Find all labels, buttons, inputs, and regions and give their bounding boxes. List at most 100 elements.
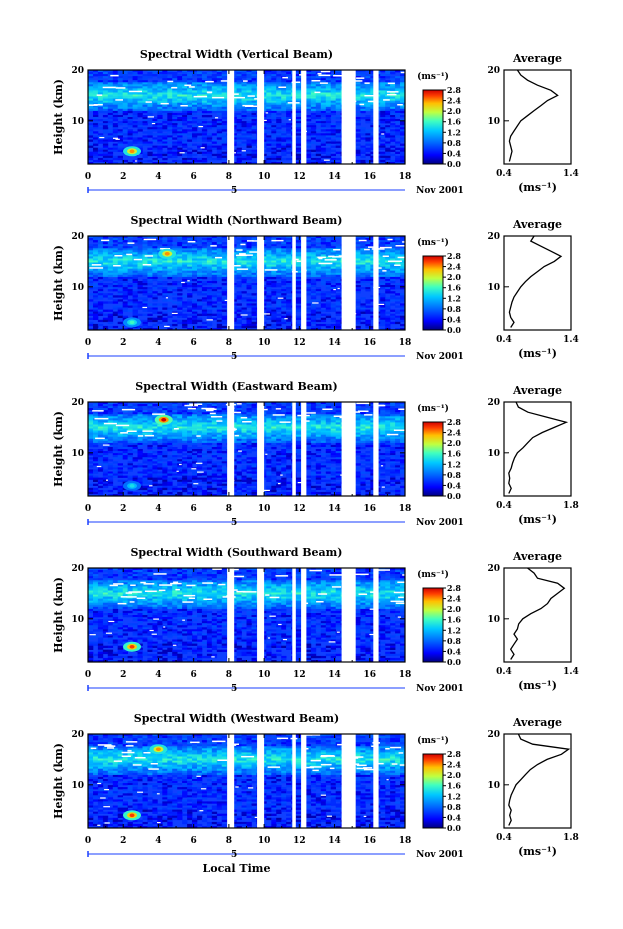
heatmap-cell — [172, 123, 178, 126]
heatmap-cell — [137, 325, 143, 329]
heatmap-cell — [132, 293, 138, 296]
heatmap-cell — [127, 254, 133, 257]
heatmap-cell — [241, 242, 247, 245]
heatmap-cell — [201, 127, 208, 130]
heatmap-cell — [197, 98, 203, 101]
heatmap-cell — [296, 283, 302, 286]
heatmap-cell — [102, 125, 109, 128]
heatmap-cell — [370, 287, 376, 290]
heatmap-cell — [325, 135, 332, 138]
heatmap-cell — [221, 270, 227, 273]
heatmap-cell — [310, 96, 317, 99]
heatmap-cell — [216, 135, 223, 138]
heatmap-cell — [112, 145, 119, 148]
heatmap-cell — [315, 287, 322, 290]
heatmap-cell — [355, 112, 361, 116]
heatmap-cell — [142, 141, 148, 144]
heatmap-cell — [122, 236, 128, 239]
missing-data-speckle — [187, 241, 196, 243]
heatmap-cell — [385, 115, 391, 118]
heatmap-cell — [395, 250, 401, 253]
missing-data-speckle — [184, 84, 192, 87]
heatmap-cell — [315, 289, 322, 292]
heatmap-cell — [241, 250, 247, 253]
heatmap-cell — [107, 80, 114, 83]
heatmap-cell — [400, 82, 406, 85]
heatmap-cell — [107, 72, 114, 75]
heatmap-cell — [400, 328, 406, 331]
heatmap-cell — [177, 100, 183, 103]
heatmap-cell — [97, 137, 104, 140]
heatmap-cell — [137, 270, 143, 273]
heatmap-cell — [305, 92, 312, 95]
heatmap-cell — [93, 139, 99, 142]
heatmap-cell — [355, 307, 361, 310]
x-tick-label: 8 — [226, 172, 232, 182]
heatmap-cell — [286, 305, 292, 308]
heatmap-cell — [365, 325, 371, 329]
heatmap-cell — [211, 252, 218, 255]
heatmap-cell — [271, 256, 277, 259]
heatmap-cell — [93, 283, 99, 286]
heatmap-cell — [172, 119, 178, 122]
heatmap-cell — [360, 238, 366, 241]
heatmap-cell — [137, 123, 143, 126]
heatmap-cell — [182, 313, 188, 316]
heatmap-cell — [320, 323, 327, 327]
heatmap-cell — [127, 305, 133, 308]
heatmap-cell — [97, 141, 104, 144]
heatmap-cell — [93, 260, 99, 263]
heatmap-cell — [137, 305, 143, 308]
heatmap-cell — [370, 295, 376, 298]
heatmap-cell — [127, 264, 133, 267]
heatmap-cell — [201, 258, 208, 261]
heatmap-cell — [320, 143, 327, 146]
heatmap-cell — [167, 119, 173, 122]
heatmap-cell — [107, 84, 114, 87]
heatmap-cell — [276, 238, 282, 241]
missing-data-speckle — [318, 257, 323, 260]
heatmap-cell — [221, 106, 227, 110]
hotspot-core — [164, 251, 170, 256]
heatmap-cell — [172, 287, 178, 290]
heatmap-cell — [370, 250, 376, 253]
heatmap-cell — [390, 287, 396, 290]
heatmap-cell — [320, 254, 327, 257]
heatmap-cell — [93, 147, 99, 150]
heatmap-cell — [201, 88, 208, 91]
heatmap-cell — [395, 92, 401, 95]
heatmap-cell — [152, 295, 158, 298]
missing-data-speckle — [231, 96, 245, 99]
missing-data-speckle — [241, 150, 246, 152]
heatmap-cell — [365, 92, 371, 95]
heatmap-cell — [216, 98, 223, 101]
heatmap-cell — [305, 242, 312, 245]
heatmap-cell — [122, 266, 128, 269]
heatmap-cell — [395, 311, 401, 314]
heatmap-cell — [296, 139, 302, 142]
heatmap-cell — [390, 258, 396, 261]
heatmap-cell — [380, 153, 386, 157]
heatmap-cell — [330, 98, 336, 101]
heatmap-cell — [246, 86, 252, 89]
heatmap-cell — [132, 70, 138, 73]
heatmap-cell — [360, 80, 366, 83]
heatmap-cell — [251, 252, 257, 255]
heatmap-cell — [241, 307, 247, 310]
heatmap-cell — [395, 283, 401, 286]
heatmap-cell — [197, 90, 203, 93]
heatmap-cell — [187, 129, 193, 132]
heatmap-cell — [147, 135, 153, 138]
heatmap-cell — [390, 94, 396, 97]
heatmap-cell — [192, 129, 198, 132]
heatmap-cell — [187, 155, 193, 159]
heatmap-cell — [162, 78, 168, 81]
heatmap-cell — [93, 123, 99, 126]
heatmap-cell — [137, 108, 143, 112]
heatmap-cell — [276, 250, 282, 253]
heatmap-cell — [296, 92, 302, 95]
heatmap-cell — [251, 88, 257, 91]
heatmap-cell — [132, 112, 138, 116]
heatmap-cell — [132, 276, 138, 280]
heatmap-cell — [246, 244, 252, 247]
